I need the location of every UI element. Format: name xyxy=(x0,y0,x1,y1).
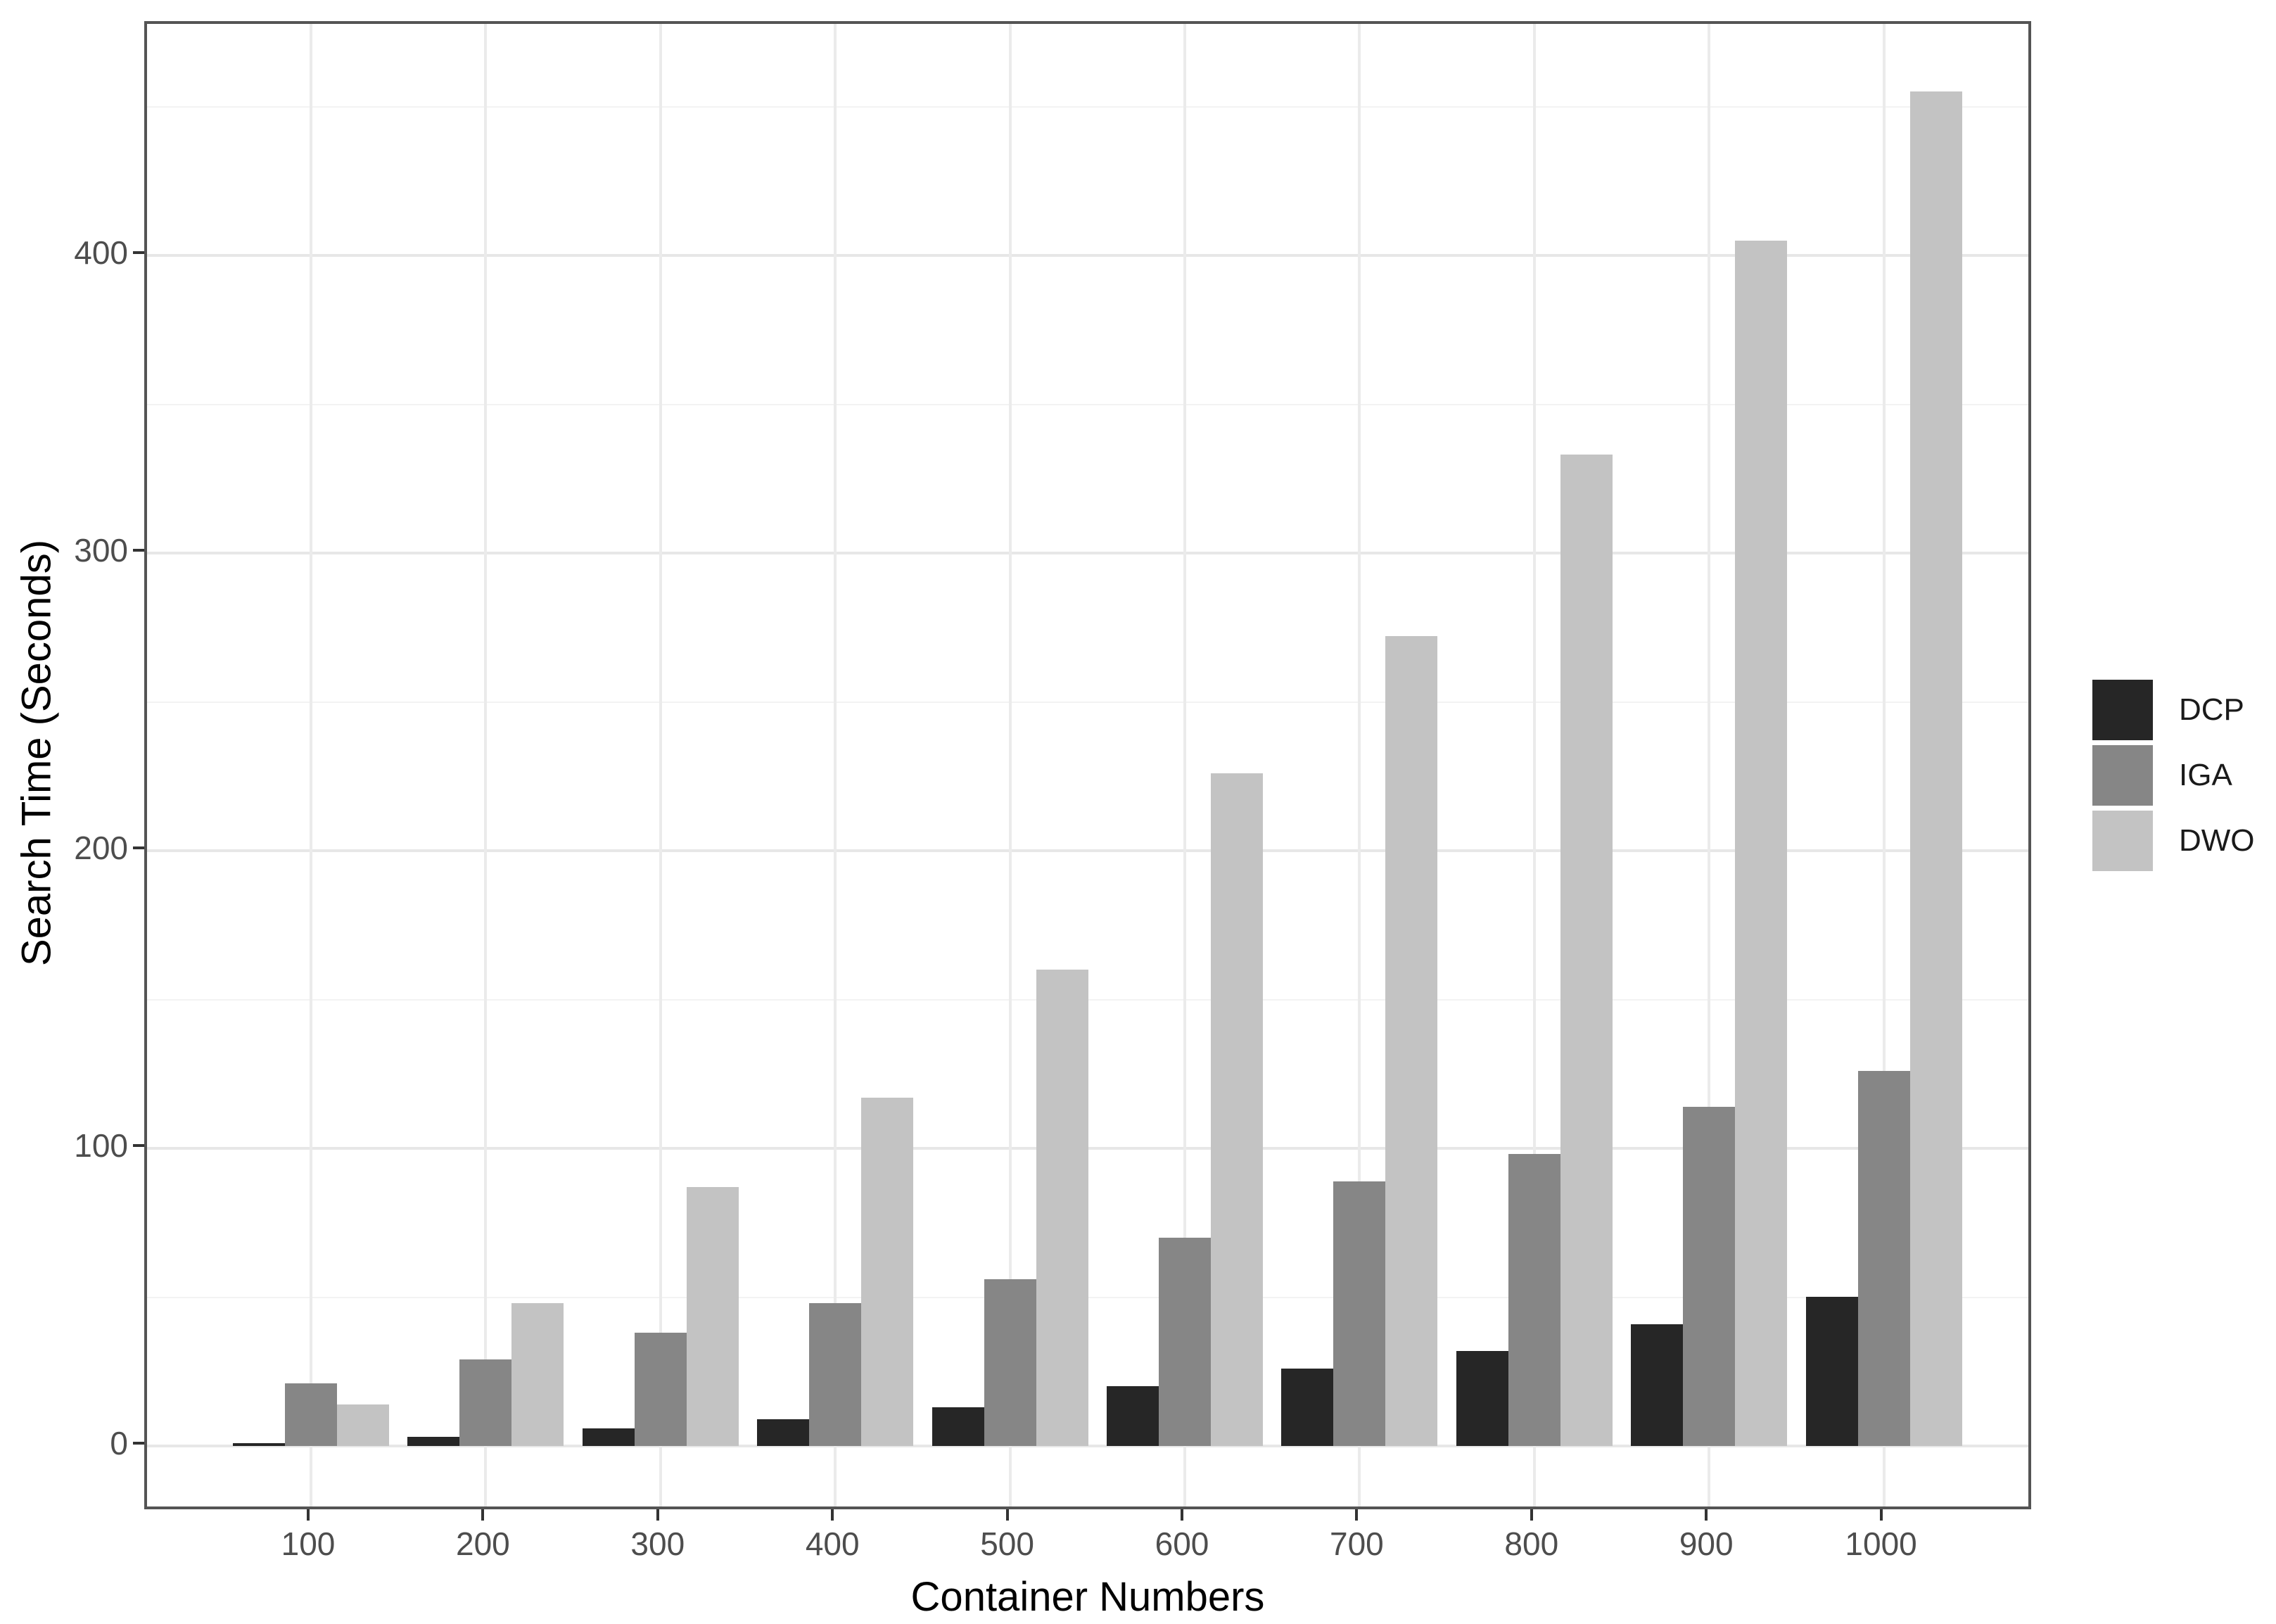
x-tick-400 xyxy=(831,1509,834,1521)
y-tick-300 xyxy=(133,549,144,552)
y-tick-label-300: 300 xyxy=(74,532,128,569)
bar-dwo-400 xyxy=(861,1098,913,1446)
bar-dcp-300 xyxy=(583,1428,635,1446)
gridline-minor-y350 xyxy=(147,403,2028,405)
bar-dwo-200 xyxy=(511,1303,564,1446)
bar-iga-400 xyxy=(809,1303,861,1446)
bar-dwo-700 xyxy=(1385,636,1437,1446)
x-tick-300 xyxy=(656,1509,659,1521)
legend-key-dwo-swatch xyxy=(2092,811,2153,871)
x-tick-label-900: 900 xyxy=(1679,1525,1734,1562)
bar-dwo-1000 xyxy=(1910,91,1962,1446)
bar-dwo-100 xyxy=(337,1404,389,1446)
x-tick-label-400: 400 xyxy=(805,1525,860,1562)
gridline-x600 xyxy=(1183,24,1186,1506)
bar-dcp-200 xyxy=(407,1437,459,1446)
y-axis-title-text: Search Time (Seconds) xyxy=(13,539,60,967)
x-tick-label-1000: 1000 xyxy=(1845,1525,1917,1562)
x-tick-700 xyxy=(1355,1509,1359,1521)
gridline-major-y400 xyxy=(147,254,2028,257)
gridline-minor-y450 xyxy=(147,106,2028,108)
legend-key-dcp-swatch xyxy=(2092,680,2153,740)
bar-dwo-800 xyxy=(1560,455,1613,1446)
bar-dwo-900 xyxy=(1735,241,1787,1446)
bar-iga-300 xyxy=(635,1333,687,1446)
bar-dcp-1000 xyxy=(1806,1297,1858,1446)
y-tick-label-200: 200 xyxy=(74,830,128,866)
bar-dcp-600 xyxy=(1107,1386,1159,1446)
legend: DCP IGA DWO xyxy=(2092,680,2255,871)
y-tick-label-400: 400 xyxy=(74,234,128,271)
y-tick-label-0: 0 xyxy=(110,1425,128,1461)
bar-iga-700 xyxy=(1333,1181,1385,1446)
plot-panel xyxy=(144,21,2031,1509)
y-tick-label-100: 100 xyxy=(74,1127,128,1164)
bar-iga-600 xyxy=(1159,1238,1211,1446)
x-tick-1000 xyxy=(1879,1509,1883,1521)
x-tick-label-200: 200 xyxy=(456,1525,510,1562)
gridline-x900 xyxy=(1708,24,1711,1506)
bar-iga-900 xyxy=(1683,1107,1735,1446)
gridline-major-y300 xyxy=(147,552,2028,554)
x-tick-label-700: 700 xyxy=(1330,1525,1384,1562)
bar-dcp-500 xyxy=(932,1407,984,1446)
legend-row-dwo: DWO xyxy=(2092,811,2255,871)
y-tick-0 xyxy=(133,1442,144,1445)
legend-key-iga-swatch xyxy=(2092,745,2153,806)
gridline-minor-y250 xyxy=(147,701,2028,703)
gridline-x400 xyxy=(834,24,837,1506)
bar-iga-500 xyxy=(984,1279,1036,1446)
gridline-x500 xyxy=(1008,24,1012,1506)
gridline-x800 xyxy=(1532,24,1536,1506)
bar-iga-200 xyxy=(459,1359,511,1446)
bar-dwo-300 xyxy=(687,1187,739,1446)
bar-dwo-600 xyxy=(1211,773,1263,1446)
gridline-x100 xyxy=(310,24,312,1506)
bar-iga-100 xyxy=(285,1383,337,1446)
gridline-x1000 xyxy=(1882,24,1886,1506)
legend-row-dcp: DCP xyxy=(2092,680,2255,740)
bar-dcp-100 xyxy=(233,1443,285,1446)
x-tick-label-100: 100 xyxy=(281,1525,336,1562)
legend-label-dwo: DWO xyxy=(2179,823,2255,858)
bar-iga-1000 xyxy=(1858,1071,1910,1446)
bar-iga-800 xyxy=(1508,1154,1560,1446)
legend-label-iga: IGA xyxy=(2179,758,2232,792)
x-tick-800 xyxy=(1530,1509,1533,1521)
bar-dcp-900 xyxy=(1631,1324,1683,1446)
x-tick-label-500: 500 xyxy=(980,1525,1034,1562)
x-tick-label-800: 800 xyxy=(1504,1525,1559,1562)
y-tick-200 xyxy=(133,846,144,849)
x-tick-label-600: 600 xyxy=(1155,1525,1209,1562)
bar-dcp-400 xyxy=(757,1419,809,1446)
gridline-x300 xyxy=(659,24,662,1506)
legend-row-iga: IGA xyxy=(2092,745,2255,806)
gridline-major-y0 xyxy=(147,1445,2028,1447)
x-tick-500 xyxy=(1005,1509,1009,1521)
x-tick-label-300: 300 xyxy=(630,1525,685,1562)
bar-dcp-700 xyxy=(1281,1369,1333,1446)
gridline-major-y200 xyxy=(147,849,2028,852)
bar-dwo-500 xyxy=(1036,970,1088,1446)
gridline-x200 xyxy=(484,24,488,1506)
x-tick-900 xyxy=(1705,1509,1708,1521)
bar-dcp-800 xyxy=(1456,1351,1508,1446)
y-tick-400 xyxy=(133,251,144,254)
x-tick-100 xyxy=(307,1509,310,1521)
gridline-x700 xyxy=(1358,24,1361,1506)
x-axis-title: Container Numbers xyxy=(910,1574,1265,1620)
legend-label-dcp: DCP xyxy=(2179,692,2244,727)
x-tick-600 xyxy=(1181,1509,1183,1521)
y-tick-100 xyxy=(133,1144,144,1147)
x-tick-200 xyxy=(481,1509,485,1521)
